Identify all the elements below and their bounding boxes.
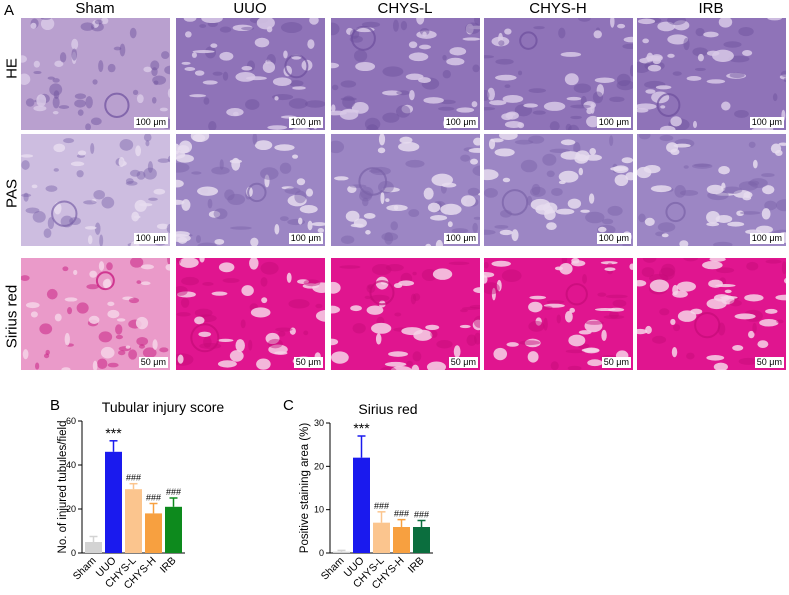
panel-a-letter: A xyxy=(4,2,15,19)
significance-label: ### xyxy=(126,473,141,483)
column-header-chys-l: CHYS-L xyxy=(377,0,433,17)
significance-label: *** xyxy=(353,420,370,436)
micrograph-pas-uuo: 100 μm xyxy=(175,133,326,247)
bar-irb xyxy=(165,506,182,553)
chart-title: Tubular injury score xyxy=(102,399,225,415)
bar-uuo xyxy=(353,457,370,553)
y-axis-label: No. of injured tubules/field xyxy=(57,421,69,554)
scale-bar-label: 100 μm xyxy=(288,117,323,128)
column-header-chys-h: CHYS-H xyxy=(529,0,587,17)
significance-label: ### xyxy=(166,487,181,497)
y-tick-label: 40 xyxy=(66,460,76,470)
bar-chys-l xyxy=(125,489,142,553)
micrograph-he-chys-h: 100 μm xyxy=(483,17,634,131)
micrograph-he-irb: 100 μm xyxy=(636,17,787,131)
scale-bar-label: 100 μm xyxy=(749,117,784,128)
significance-label: ### xyxy=(414,510,429,520)
micrograph-sirius-red-uuo: 50 μm xyxy=(175,257,326,371)
y-tick-label: 20 xyxy=(314,461,324,471)
micrograph-sirius-red-chys-h: 50 μm xyxy=(483,257,634,371)
chart-title: Sirius red xyxy=(358,401,417,417)
y-tick-label: 0 xyxy=(71,548,76,558)
y-tick-label: 60 xyxy=(66,416,76,426)
column-header-uuo: UUO xyxy=(233,0,267,17)
bar-chys-h xyxy=(393,527,410,553)
x-tick-label: Sham xyxy=(71,554,99,582)
y-tick-label: 0 xyxy=(319,548,324,558)
scale-bar-label: 50 μm xyxy=(138,357,168,368)
scale-bar-label: 100 μm xyxy=(749,233,784,244)
column-header-irb: IRB xyxy=(698,0,724,17)
micrograph-he-chys-l: 100 μm xyxy=(330,17,481,131)
micrograph-he-uuo: 100 μm xyxy=(175,17,326,131)
y-tick-label: 30 xyxy=(314,418,324,428)
scale-bar-label: 100 μm xyxy=(133,117,168,128)
micrograph-he-sham: 100 μm xyxy=(20,17,171,131)
scale-bar-label: 100 μm xyxy=(443,233,478,244)
y-tick-label: 20 xyxy=(66,504,76,514)
micrograph-sirius-red-chys-l: 50 μm xyxy=(330,257,481,371)
micrograph-pas-sham: 100 μm xyxy=(20,133,171,247)
sirius-red-chart: Sirius red Positive staining area (%) 0 10 2… xyxy=(299,401,433,592)
y-axis-label: Positive staining area (%) xyxy=(299,423,311,554)
scale-bar-label: 100 μm xyxy=(596,117,631,128)
bar-sham xyxy=(333,551,350,553)
micrograph-pas-chys-h: 100 μm xyxy=(483,133,634,247)
significance-label: ### xyxy=(374,501,389,511)
significance-label: ### xyxy=(394,509,409,519)
bar-irb xyxy=(413,527,430,553)
micrograph-sirius-red-sham: 50 μm xyxy=(20,257,171,371)
row-header-he: HE xyxy=(3,58,21,79)
tubular-injury-chart: Tubular injury score No. of injured tubul… xyxy=(57,399,225,592)
row-header-pas: PAS xyxy=(3,179,21,208)
x-tick-label: Sham xyxy=(319,554,347,582)
scale-bar-label: 50 μm xyxy=(601,357,631,368)
significance-label: ### xyxy=(146,493,161,503)
micrograph-sirius-red-irb: 50 μm xyxy=(636,257,787,371)
bar-chys-h xyxy=(145,513,162,553)
scale-bar-label: 50 μm xyxy=(754,357,784,368)
scale-bar-label: 100 μm xyxy=(596,233,631,244)
scale-bar-label: 100 μm xyxy=(133,233,168,244)
x-tick-label: IRB xyxy=(158,555,179,576)
scale-bar-label: 50 μm xyxy=(293,357,323,368)
y-tick-label: 10 xyxy=(314,505,324,515)
column-header-sham: Sham xyxy=(75,0,115,17)
scale-bar-label: 100 μm xyxy=(443,117,478,128)
row-header-sirius-red: Sirius red xyxy=(3,284,21,349)
scale-bar-label: 100 μm xyxy=(288,233,323,244)
bar-chys-l xyxy=(373,522,390,553)
x-tick-label: IRB xyxy=(406,555,427,576)
panel-b-letter: B xyxy=(50,397,61,414)
bar-uuo xyxy=(105,451,122,553)
micrograph-pas-chys-l: 100 μm xyxy=(330,133,481,247)
bar-sham xyxy=(85,542,102,553)
micrograph-pas-irb: 100 μm xyxy=(636,133,787,247)
scale-bar-label: 50 μm xyxy=(448,357,478,368)
significance-label: *** xyxy=(105,425,122,441)
panel-c-letter: C xyxy=(283,397,294,414)
